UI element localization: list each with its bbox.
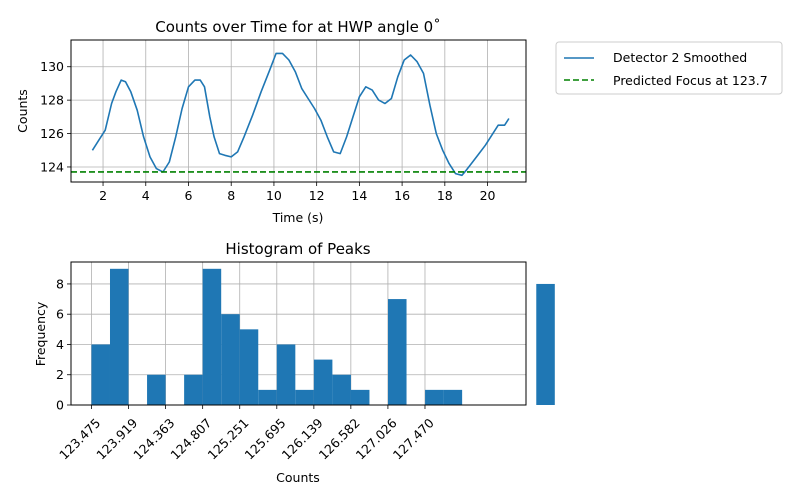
histogram-x-axis-label: Counts xyxy=(276,470,320,485)
line-chart-y-axis-label: Counts xyxy=(15,89,30,133)
histogram-bar xyxy=(276,344,296,405)
line-chart-title: Counts over Time for at HWP angle 0˚ xyxy=(155,18,440,36)
line-chart-x-tick-label: 6 xyxy=(185,188,193,203)
histogram-title: Histogram of Peaks xyxy=(225,240,370,258)
line-chart-y-tick-label: 128 xyxy=(40,93,64,108)
line-chart: Counts over Time for at HWP angle 0˚ 2 4 6… xyxy=(15,18,527,225)
histogram-bar xyxy=(147,374,166,405)
legend-label-focus: Predicted Focus at 123.7 xyxy=(613,73,768,88)
histogram-bar xyxy=(184,374,203,405)
histogram-bar xyxy=(350,389,370,405)
line-chart-x-tick-label: 10 xyxy=(266,188,282,203)
histogram-bar xyxy=(425,389,444,405)
histogram-bar xyxy=(109,268,129,405)
line-chart-x-tick-label: 16 xyxy=(394,188,410,203)
histogram-x-ticks: 123.475123.919124.363124.807125.251125.6… xyxy=(56,405,437,462)
histogram-bar xyxy=(387,299,407,405)
line-chart-y-tick-label: 126 xyxy=(40,126,64,141)
histogram-bar xyxy=(258,389,277,405)
histogram-bar xyxy=(91,344,110,405)
histogram-frame xyxy=(70,261,527,406)
histogram-grid xyxy=(71,262,526,406)
series-detector-2-smoothed xyxy=(91,52,510,177)
legend: Detector 2 Smoothed Predicted Focus at 1… xyxy=(555,41,783,95)
line-chart-x-axis-label: Time (s) xyxy=(272,210,324,225)
histogram-bar xyxy=(221,314,240,405)
histogram-bar xyxy=(332,374,351,405)
histogram-y-tick-label: 6 xyxy=(56,307,64,322)
line-chart-x-tick-label: 4 xyxy=(142,188,150,203)
histogram-bars xyxy=(91,268,555,405)
histogram-bar xyxy=(536,283,555,405)
line-chart-x-tick-label: 8 xyxy=(227,188,235,203)
line-chart-y-tick-label: 130 xyxy=(40,59,64,74)
histogram-y-axis-label: Frequency xyxy=(33,301,48,366)
legend-box xyxy=(555,41,783,95)
line-chart-x-tick-label: 2 xyxy=(99,188,107,203)
line-chart-x-ticks: 2 4 6 8 10 12 14 16 18 20 xyxy=(99,182,496,203)
histogram-bar xyxy=(239,329,259,405)
line-chart-x-tick-label: 12 xyxy=(309,188,325,203)
line-chart-series xyxy=(71,52,526,177)
legend-label-detector: Detector 2 Smoothed xyxy=(613,50,747,65)
histogram-bar xyxy=(202,268,222,405)
line-chart-x-tick-label: 20 xyxy=(480,188,496,203)
line-chart-grid xyxy=(71,40,526,182)
histogram-y-tick-label: 0 xyxy=(56,398,64,413)
histogram-y-tick-label: 2 xyxy=(56,367,64,382)
histogram-x-tick-label: 127.470 xyxy=(390,415,437,462)
histogram-bar xyxy=(443,389,463,405)
histogram-y-ticks: 0 2 4 6 8 xyxy=(56,276,71,413)
line-chart-x-tick-label: 14 xyxy=(351,188,367,203)
line-chart-y-tick-label: 124 xyxy=(40,159,64,174)
line-chart-frame xyxy=(70,39,527,183)
line-chart-y-ticks: 124 126 128 130 xyxy=(40,59,71,174)
histogram-y-tick-label: 4 xyxy=(56,337,64,352)
histogram-bar xyxy=(295,389,314,405)
histogram-bar xyxy=(313,359,333,405)
line-chart-x-tick-label: 18 xyxy=(437,188,453,203)
histogram-chart: Histogram of Peaks 123.475123.919124.363… xyxy=(33,240,555,485)
histogram-y-tick-label: 8 xyxy=(56,276,64,291)
